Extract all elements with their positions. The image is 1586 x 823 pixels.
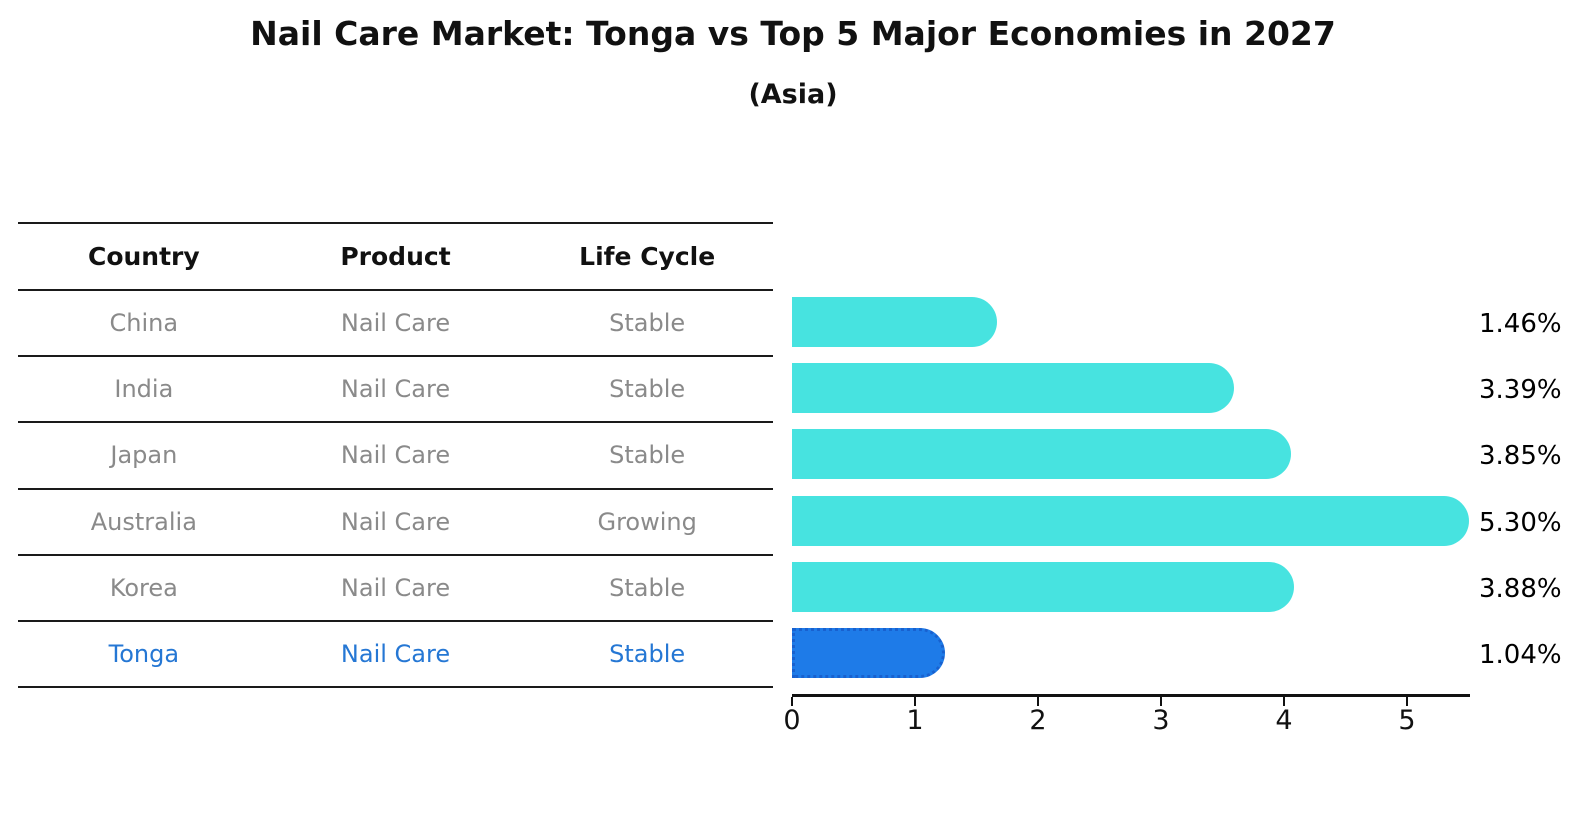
table-cell-life-cycle: Stable — [609, 309, 686, 338]
table-cell-country: Japan — [110, 441, 178, 470]
table-cell-product: Nail Care — [340, 640, 451, 669]
bar-japan — [792, 429, 1291, 480]
table-cell-life-cycle: Growing — [597, 507, 697, 536]
value-label-korea: 3.88% — [1479, 573, 1562, 604]
x-axis-tick — [790, 696, 794, 706]
page-subtitle: (Asia) — [748, 79, 838, 110]
page-title: Nail Care Market: Tonga vs Top 5 Major E… — [250, 14, 1336, 53]
x-axis-tick-label: 3 — [1152, 705, 1170, 736]
table-cell-product: Nail Care — [340, 573, 451, 602]
value-label-australia: 5.30% — [1479, 507, 1562, 538]
table-cell-product: Nail Care — [340, 441, 451, 470]
value-label-japan: 3.85% — [1479, 441, 1562, 472]
table-header-product: Product — [340, 242, 451, 271]
x-axis-tick-label: 2 — [1029, 705, 1047, 736]
table-cell-country: Tonga — [108, 640, 180, 669]
table-cell-country: China — [109, 309, 179, 338]
x-axis-tick — [1159, 696, 1163, 706]
bar-china — [792, 297, 997, 347]
x-axis-tick-label: 1 — [906, 705, 924, 736]
table-cell-life-cycle: Stable — [609, 375, 686, 404]
table-cell-country: India — [114, 375, 174, 404]
table-row-tonga: Tonga Nail Care Stable — [18, 622, 773, 689]
country-table: Country Product Life Cycle China Nail Car… — [18, 222, 773, 689]
x-axis-line — [792, 694, 1470, 697]
table-header-country: Country — [87, 242, 200, 271]
table-cell-life-cycle: Stable — [609, 573, 686, 602]
bar-korea — [792, 561, 1295, 612]
table-cell-product: Nail Care — [340, 309, 451, 338]
x-axis-tick-label: 4 — [1275, 705, 1293, 736]
table-body: China Nail Care Stable India Nail Care Stable… — [18, 291, 773, 689]
table-cell-country: Korea — [109, 573, 178, 602]
x-axis-tick-label: 5 — [1398, 705, 1416, 736]
table-cell-life-cycle: Stable — [609, 441, 686, 470]
x-axis-tick — [1405, 696, 1409, 706]
table-cell-country: Australia — [90, 507, 197, 536]
value-label-china: 1.46% — [1479, 309, 1562, 339]
table-row-india: India Nail Care Stable — [18, 357, 773, 424]
table-row-australia: Australia Nail Care Growing — [18, 490, 773, 556]
x-axis-tick-label: 0 — [783, 705, 801, 736]
bar-australia — [792, 495, 1469, 546]
bar-tonga — [792, 628, 945, 678]
x-axis-tick — [1282, 696, 1286, 706]
value-label-india: 3.39% — [1479, 375, 1562, 406]
table-row-china: China Nail Care Stable — [18, 291, 773, 358]
value-label-tonga: 1.04% — [1479, 640, 1562, 670]
x-axis-tick — [1036, 696, 1040, 706]
table-row-japan: Japan Nail Care Stable — [18, 423, 773, 490]
table-cell-life-cycle: Stable — [609, 640, 686, 669]
bar-india — [792, 363, 1234, 414]
table-header-row: Country Product Life Cycle — [18, 224, 773, 291]
table-cell-product: Nail Care — [340, 507, 451, 536]
x-axis-tick — [913, 696, 917, 706]
table-row-korea: Korea Nail Care Stable — [18, 556, 773, 622]
table-header-life-cycle: Life Cycle — [579, 242, 716, 271]
table-cell-product: Nail Care — [340, 375, 451, 404]
